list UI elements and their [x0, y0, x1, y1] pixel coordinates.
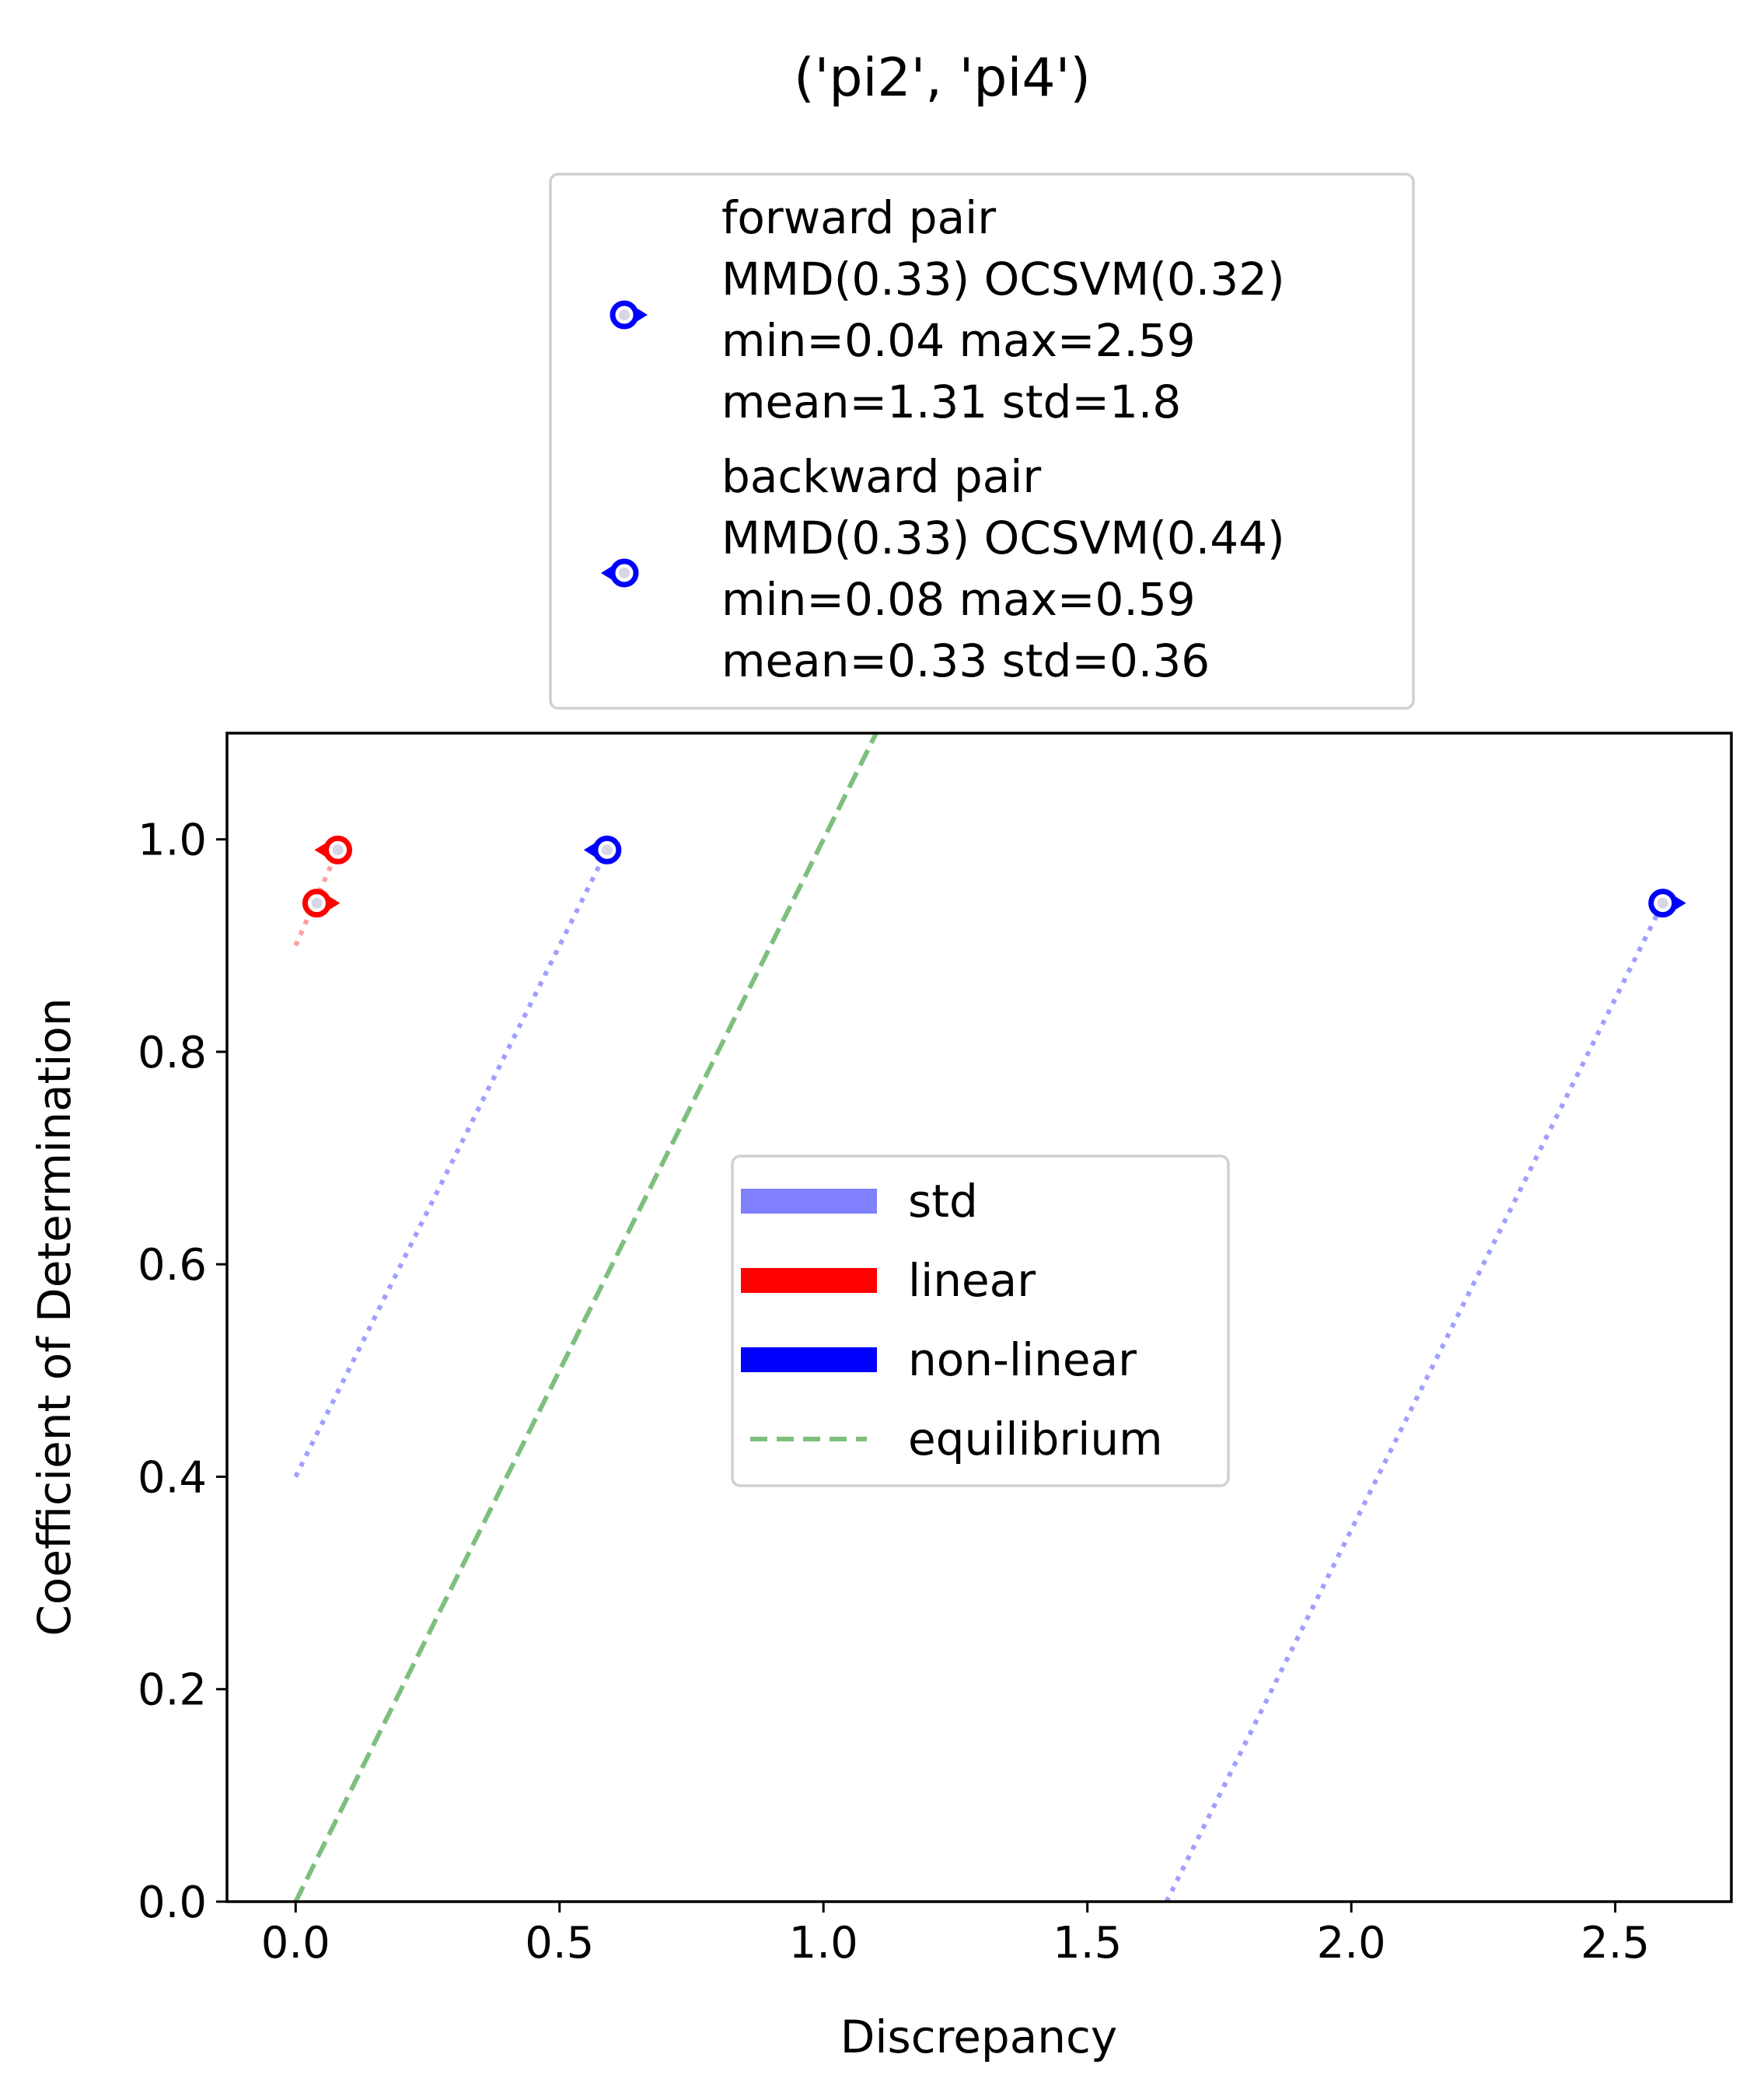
- legend-swatch-non-linear: [741, 1347, 877, 1372]
- legend-top-entry-line: mean=1.31 std=1.8: [721, 376, 1181, 428]
- y-tick-label: 1.0: [138, 816, 207, 866]
- legend-top-entry-line: forward pair: [721, 191, 996, 244]
- legend-top-frame: [549, 173, 1415, 710]
- x-tick-label: 2.5: [1581, 1918, 1650, 1968]
- x-tick-label: 1.0: [789, 1918, 858, 1968]
- x-axis-label: Discrepancy: [840, 2010, 1117, 2063]
- legend-marker-forward: [610, 300, 648, 330]
- plot-area: [293, 733, 1686, 1902]
- plot-frame: [225, 732, 1733, 1903]
- legend-top-entry-line: mean=0.33 std=0.36: [721, 634, 1210, 687]
- legend-top-entry-line: MMD(0.33) OCSVM(0.32): [721, 253, 1285, 306]
- x-tick-label: 0.0: [261, 1918, 330, 1968]
- y-axis-label: Coefficient of Determination: [28, 997, 81, 1636]
- data-point-non-linear-forward: [1648, 889, 1686, 918]
- std-line-non-linear-2: [1164, 902, 1665, 1902]
- y-axis: 0.0 0.2 0.4 0.6 0.8 1.0: [138, 816, 227, 1928]
- y-tick-label: 0.6: [138, 1240, 207, 1291]
- legend-top-entry-line: min=0.08 max=0.59: [721, 573, 1196, 626]
- legend-top: forward pair MMD(0.33) OCSVM(0.32) min=0.0…: [549, 173, 1415, 710]
- data-point-linear-backward: [314, 835, 353, 865]
- legend-center-label: std: [908, 1175, 978, 1228]
- x-axis: 0.0 0.5 1.0 1.5 2.0 2.5: [261, 1902, 1650, 1968]
- x-tick-label: 0.5: [525, 1918, 594, 1968]
- legend-top-entry-line: MMD(0.33) OCSVM(0.44): [721, 512, 1285, 564]
- data-point-linear-forward: [302, 889, 341, 918]
- legend-center-frame: [731, 1155, 1230, 1487]
- y-tick-label: 0.8: [138, 1028, 207, 1078]
- data-point-non-linear-backward: [583, 835, 622, 865]
- chart-title: ('pi2', 'pi4'): [794, 47, 1091, 109]
- equilibrium-line: [293, 733, 879, 1902]
- legend-marker-backward: [601, 558, 639, 588]
- y-tick-label: 0.4: [138, 1452, 207, 1503]
- legend-swatch-linear: [741, 1268, 877, 1293]
- legend-center-label: linear: [908, 1254, 1036, 1307]
- legend-top-entry-line: backward pair: [721, 450, 1041, 503]
- legend-center-label: non-linear: [908, 1333, 1137, 1386]
- legend-top-entry-line: min=0.04 max=2.59: [721, 314, 1196, 367]
- std-line-non-linear-1: [293, 848, 610, 1478]
- legend-center-label: equilibrium: [908, 1413, 1163, 1465]
- y-tick-label: 0.0: [138, 1878, 207, 1928]
- x-tick-label: 1.5: [1053, 1918, 1122, 1968]
- y-tick-label: 0.2: [138, 1665, 207, 1716]
- x-tick-label: 2.0: [1317, 1918, 1386, 1968]
- legend-center: std linear non-linear equilibrium: [731, 1155, 1230, 1487]
- legend-swatch-std: [741, 1189, 877, 1214]
